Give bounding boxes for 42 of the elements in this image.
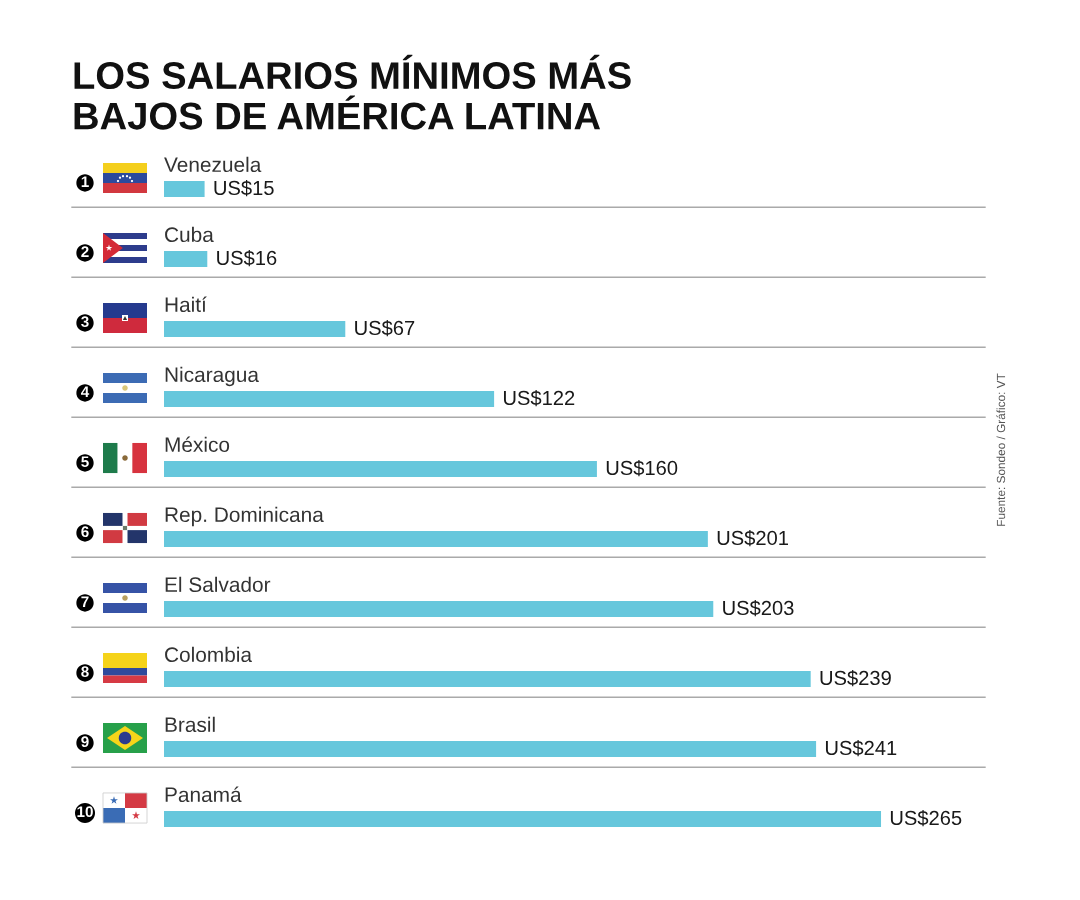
chart-title: LOS SALARIOS MÍNIMOS MÁS BAJOS DE AMÉRICA LATINA bbox=[74, 54, 631, 130]
data-label: US$122 bbox=[503, 389, 575, 407]
y-tick-label: Venezuela bbox=[164, 156, 262, 173]
bar bbox=[164, 250, 208, 268]
data-label: US$239 bbox=[820, 669, 891, 687]
data-label: US$16 bbox=[217, 249, 277, 267]
y-tick-label: Haití bbox=[165, 296, 207, 313]
bar bbox=[164, 600, 714, 618]
bar bbox=[164, 320, 346, 338]
y-tick-label: Nicaragua bbox=[165, 366, 259, 387]
bar bbox=[164, 530, 708, 548]
y-tick-label: Rep. Dominicana bbox=[165, 506, 324, 527]
y-tick-label: Brasil bbox=[165, 716, 215, 733]
data-label: US$67 bbox=[355, 319, 415, 337]
text: 1 bbox=[81, 176, 89, 187]
data-label: US$201 bbox=[717, 529, 788, 547]
y-tick-label: Cuba bbox=[165, 226, 214, 243]
bar bbox=[164, 810, 882, 828]
text: 10 bbox=[77, 806, 93, 818]
bar bbox=[164, 670, 811, 688]
text: 6 bbox=[81, 526, 89, 538]
y-tick-label: Panamá bbox=[165, 786, 242, 803]
data-label: US$241 bbox=[825, 739, 897, 757]
text: 8 bbox=[81, 666, 89, 678]
bar bbox=[164, 180, 205, 198]
text: 4 bbox=[80, 386, 90, 397]
bar bbox=[164, 390, 495, 408]
text: 9 bbox=[81, 736, 89, 748]
y-tick-label: México bbox=[165, 436, 230, 453]
text: 3 bbox=[81, 316, 89, 328]
y-tick-label: El Salvador bbox=[165, 576, 271, 593]
text: 7 bbox=[81, 596, 89, 607]
bar bbox=[164, 740, 817, 758]
data-label: US$160 bbox=[606, 459, 678, 477]
source-note: Fuente: Sondeo / Gráfico: VT bbox=[996, 373, 1006, 526]
y-tick-label: Colombia bbox=[165, 646, 252, 663]
text: 5 bbox=[81, 456, 89, 468]
bar bbox=[164, 460, 597, 478]
data-label: US$265 bbox=[890, 809, 962, 827]
data-label: US$203 bbox=[723, 599, 794, 617]
data-label: US$15 bbox=[214, 179, 274, 197]
text: 2 bbox=[81, 246, 89, 257]
